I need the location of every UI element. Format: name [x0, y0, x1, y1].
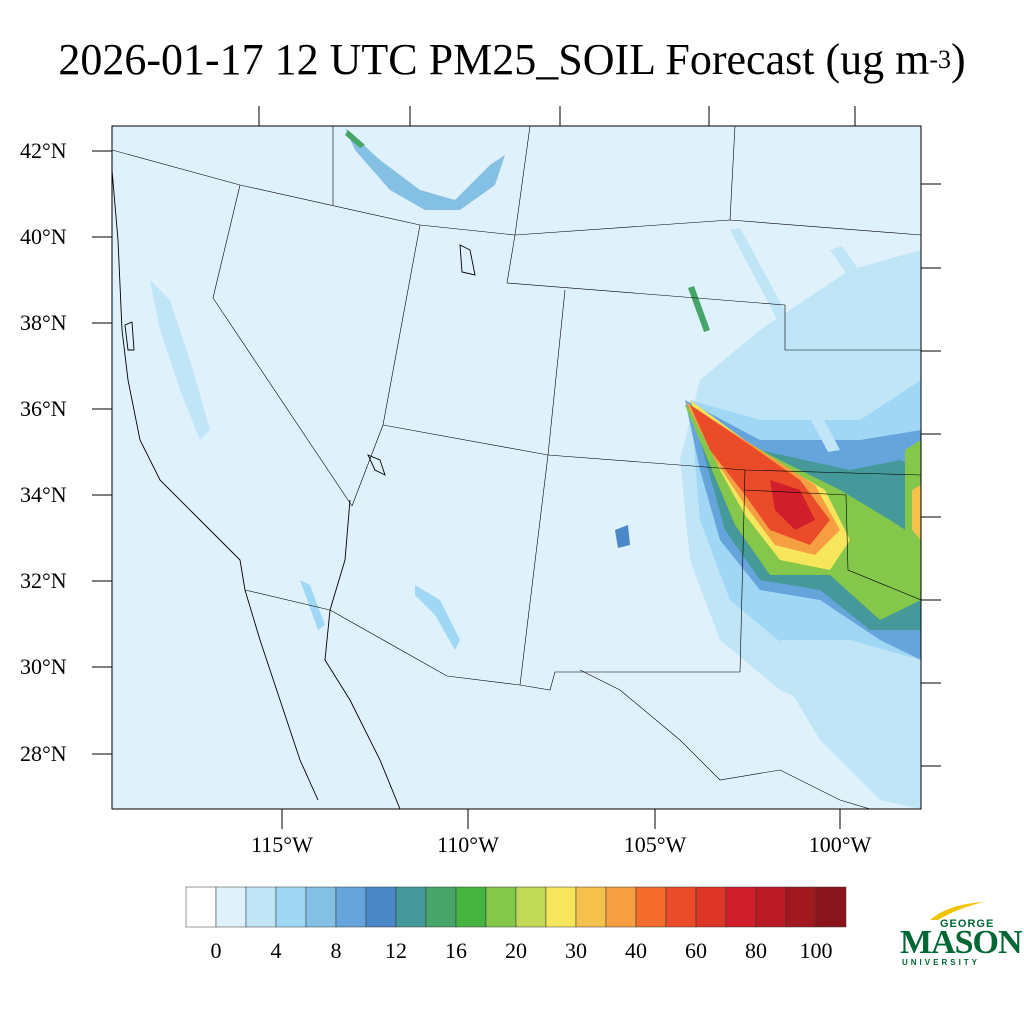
colorbar-label: 100 — [799, 938, 833, 963]
colorbar-label: 12 — [385, 938, 407, 963]
lat-label-42: 42°N — [20, 138, 67, 163]
colorbar-swatch — [695, 886, 727, 928]
lat-label-38: 38°N — [20, 310, 67, 335]
colorbar-swatch — [275, 886, 307, 928]
colorbar-swatch — [665, 886, 697, 928]
bottom-ticks — [281, 809, 841, 829]
lat-label-34: 34°N — [20, 482, 67, 507]
streak-1 — [730, 228, 790, 325]
title-text: 2026-01-17 12 UTC PM25_SOIL Forecast (ug… — [58, 35, 930, 84]
colorbar-label: 16 — [445, 938, 467, 963]
colorbar-swatch — [395, 886, 427, 928]
logo-university: UNIVERSITY — [902, 958, 981, 967]
logo-george: GEORGE — [940, 918, 995, 930]
lon-label-110: 110°W — [437, 832, 499, 857]
map-title: 2026-01-17 12 UTC PM25_SOIL Forecast (ug… — [0, 30, 1024, 96]
lon-label-105: 105°W — [623, 832, 687, 857]
lat-label-30: 30°N — [20, 654, 67, 679]
patch-arizona — [415, 585, 460, 650]
colorbar-swatch — [335, 886, 367, 928]
colorbar-swatch — [455, 886, 487, 928]
patch-nm — [615, 525, 630, 548]
lon-label-115: 115°W — [251, 832, 313, 857]
colorbar-swatch — [485, 886, 517, 928]
plume-dark-red — [770, 480, 815, 530]
colorbar-swatch — [185, 886, 217, 928]
colorbar-swatch — [605, 886, 637, 928]
top-ticks — [258, 106, 856, 126]
colorbar-swatch — [215, 886, 247, 928]
patch-baja — [300, 580, 325, 630]
colorbar-swatch — [635, 886, 667, 928]
colorbar-swatch — [305, 886, 337, 928]
colorbar-swatch — [245, 886, 277, 928]
coastline — [112, 169, 476, 809]
colorbar-swatch — [725, 886, 757, 928]
map-frame — [111, 125, 922, 810]
lat-label-28: 28°N — [20, 741, 67, 766]
left-ticks — [92, 150, 112, 755]
colorbar-label: 60 — [685, 938, 707, 963]
colorbar-swatch — [785, 886, 817, 928]
state-boundaries — [112, 126, 921, 809]
right-ticks — [921, 183, 941, 767]
patch-california — [150, 280, 210, 440]
colorbar-label: 8 — [330, 938, 342, 963]
colorbar — [185, 886, 847, 928]
colorbar-swatch — [365, 886, 397, 928]
colorbar-swatch — [815, 886, 847, 928]
concentration-field — [150, 128, 921, 809]
patch-se-lobe — [780, 640, 921, 809]
gmu-logo: GEORGE MASON UNIVERSITY — [898, 900, 1023, 970]
colorbar-label: 40 — [625, 938, 647, 963]
colorbar-label: 4 — [270, 938, 282, 963]
title-exponent: -3 — [929, 45, 951, 74]
patch-idaho — [345, 128, 505, 210]
colorbar-swatch — [515, 886, 547, 928]
logo-mason: MASON — [900, 924, 1023, 961]
plume-east-edge-orange — [912, 485, 921, 540]
colorbar-swatch — [425, 886, 457, 928]
colorbar-swatch — [755, 886, 787, 928]
lon-label-100: 100°W — [808, 832, 872, 857]
colorbar-label: 30 — [565, 938, 587, 963]
patch-idaho-green — [345, 130, 365, 148]
colorbar-label: 20 — [505, 938, 527, 963]
streak-2 — [830, 246, 921, 380]
lat-label-40: 40°N — [20, 224, 67, 249]
lat-label-32: 32°N — [20, 568, 67, 593]
logo-swoosh-icon — [930, 902, 984, 920]
title-close: ) — [951, 35, 966, 84]
colorbar-swatch — [545, 886, 577, 928]
colorbar-label: 0 — [210, 938, 222, 963]
lat-label-36: 36°N — [20, 396, 67, 421]
colorbar-label: 80 — [745, 938, 767, 963]
streak-3 — [790, 378, 840, 452]
colorbar-swatch — [575, 886, 607, 928]
